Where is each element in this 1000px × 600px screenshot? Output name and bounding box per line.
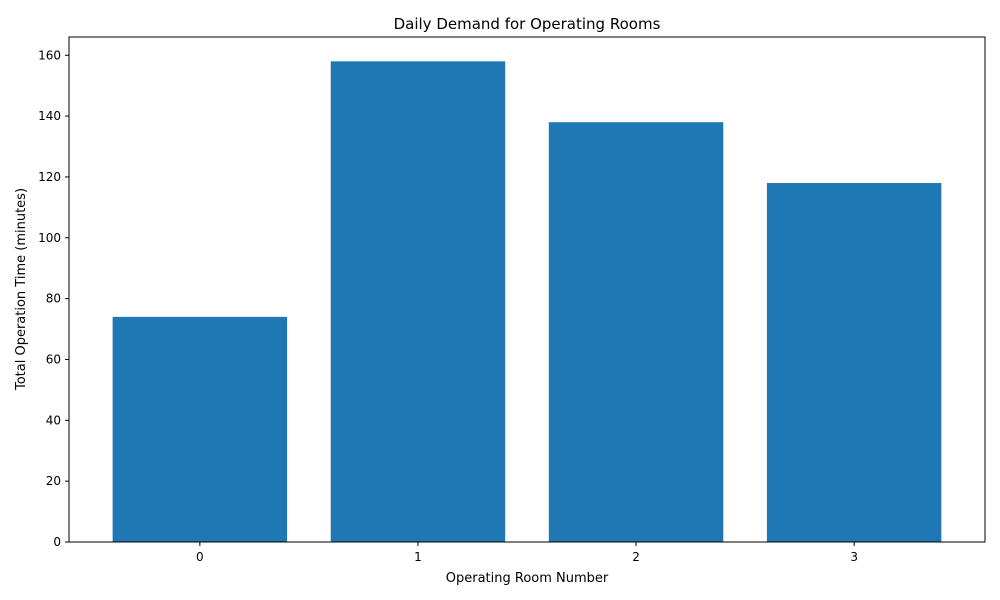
y-tick-label: 120 [38, 170, 61, 184]
y-tick-label: 60 [46, 352, 61, 366]
x-tick-label: 0 [196, 550, 204, 564]
y-axis-ticks: 0 20 40 60 80 100 120 140 160 [38, 48, 69, 549]
y-axis-label: Total Operation Time (minutes) [14, 188, 29, 391]
y-tick-label: 100 [38, 231, 61, 245]
x-tick-label: 3 [850, 550, 858, 564]
bar-room-2 [548, 122, 724, 542]
bars-group [112, 61, 942, 543]
bar-room-3 [766, 183, 942, 542]
y-tick-label: 80 [46, 292, 61, 306]
y-tick-label: 40 [46, 413, 61, 427]
x-axis-ticks: 0 1 2 3 [196, 542, 858, 564]
x-tick-label: 1 [414, 550, 422, 564]
y-tick-label: 140 [38, 109, 61, 123]
y-tick-label: 20 [46, 474, 61, 488]
y-tick-label: 0 [53, 535, 61, 549]
y-tick-label: 160 [38, 48, 61, 62]
x-tick-label: 2 [632, 550, 640, 564]
bar-room-0 [112, 316, 288, 542]
x-axis-label: Operating Room Number [446, 571, 609, 586]
plot-frame [68, 36, 986, 543]
bar-room-1 [330, 61, 506, 543]
chart-title: Daily Demand for Operating Rooms [394, 15, 661, 33]
